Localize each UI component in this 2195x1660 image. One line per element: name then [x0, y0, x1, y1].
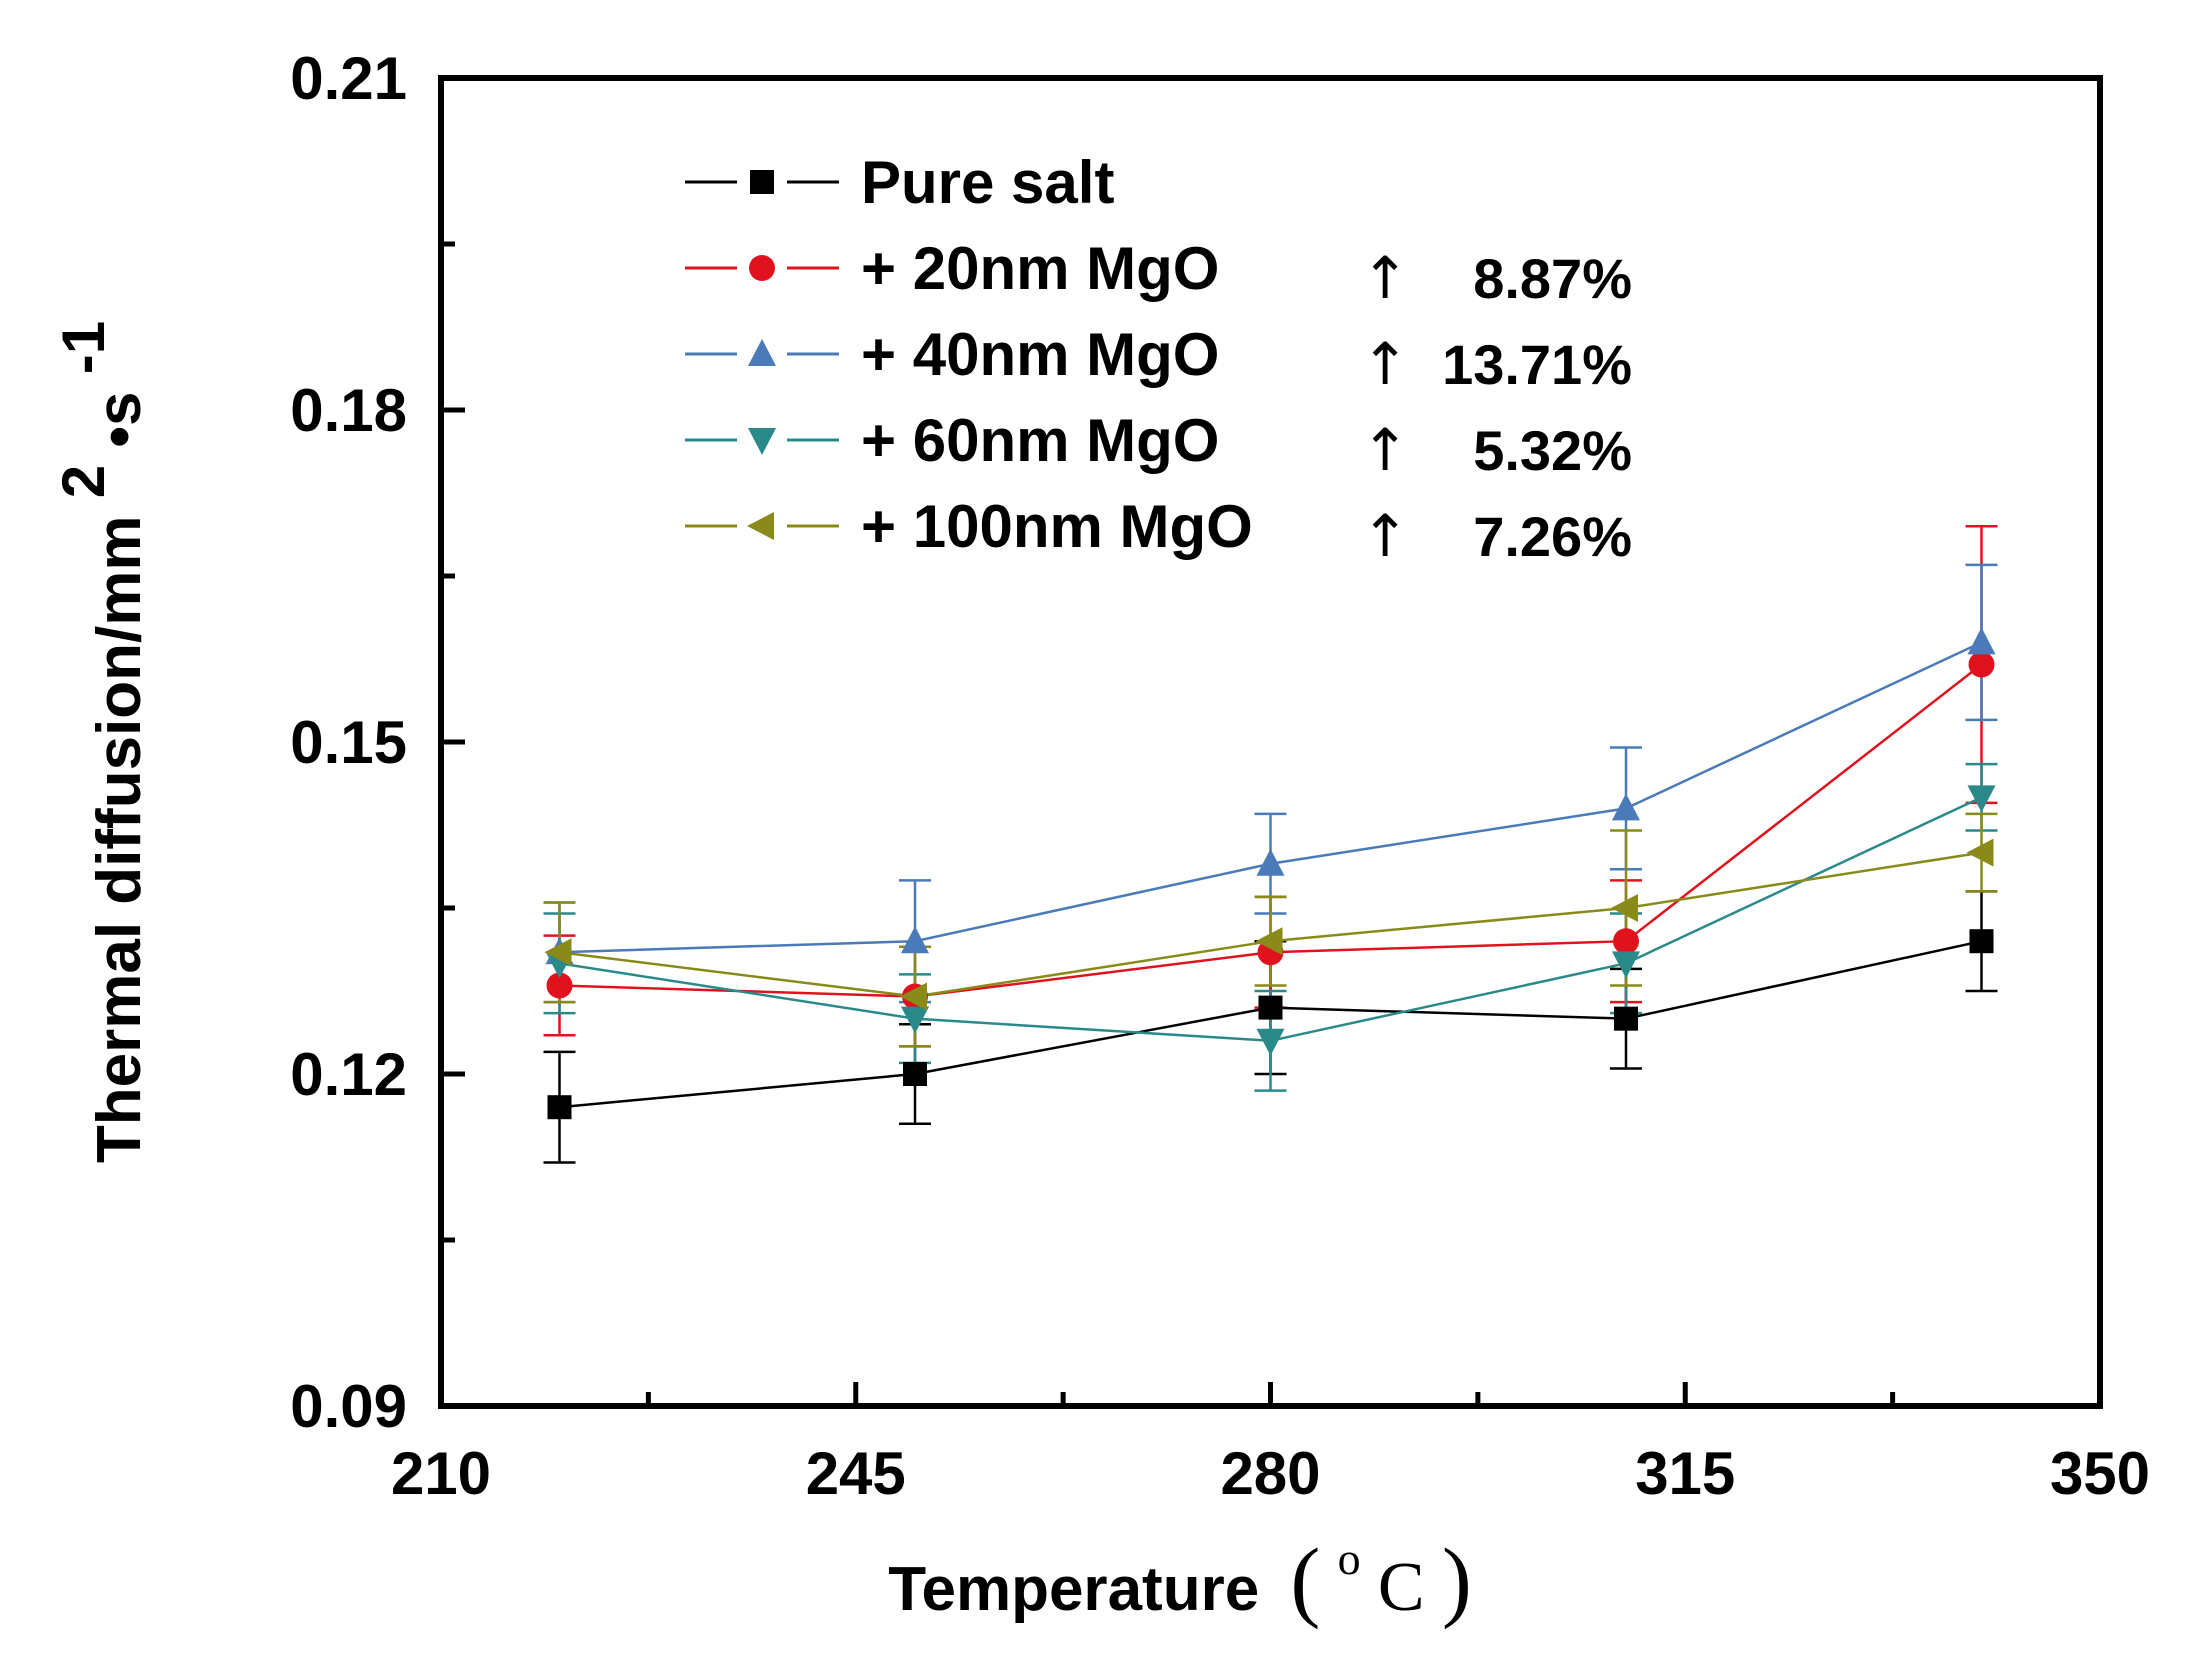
x-tick-label: 280 — [1220, 1440, 1320, 1507]
data-point-100nm-mgo — [900, 982, 927, 1011]
up-arrow-icon: ↑ — [1361, 330, 1410, 398]
y-axis-sup1: 2 — [50, 465, 117, 498]
legend-marker — [749, 255, 775, 281]
data-point-60nm-mgo — [1967, 785, 1996, 813]
improvement-label: 13.71% — [1442, 333, 1632, 396]
data-point-100nm-mgo — [1611, 894, 1638, 922]
x-axis-title: Temperature ( o C ) — [888, 1519, 1472, 1630]
data-point-pure-salt — [1614, 1006, 1638, 1031]
improvement-label: 5.32% — [1473, 419, 1632, 482]
improvement-label: 8.87% — [1473, 247, 1632, 310]
up-arrow-icon: ↑ — [1361, 244, 1410, 312]
data-point-pure-salt — [547, 1095, 572, 1120]
error-bars — [543, 524, 1998, 1164]
legend-item-20nm-mgo: + 20nm MgO ↑ 8.87% — [685, 235, 1632, 312]
y-axis-mid: •s — [85, 391, 154, 447]
x-axis-unit-open: ( — [1290, 1531, 1320, 1630]
y-tick-label: 0.12 — [290, 1041, 407, 1108]
data-point-40nm-mgo — [1967, 627, 1996, 655]
y-axis-sup2: -1 — [50, 321, 117, 374]
data-point-20nm-mgo — [546, 972, 573, 999]
x-axis-unit: C — [1378, 1549, 1425, 1626]
improvement-label: 7.26% — [1473, 505, 1632, 568]
data-point-20nm-mgo — [1968, 651, 1995, 678]
legend-marker — [748, 428, 776, 455]
x-axis: 210 245 280 315 350 — [391, 1382, 2150, 1507]
legend-marker — [748, 339, 776, 366]
data-point-60nm-mgo — [1612, 951, 1640, 979]
data-point-40nm-mgo — [1256, 848, 1285, 876]
series-markers — [544, 627, 1996, 1120]
x-axis-unit-close: ) — [1442, 1531, 1472, 1630]
data-point-pure-salt — [1258, 995, 1283, 1020]
up-arrow-icon: ↑ — [1361, 502, 1410, 570]
x-tick-label: 315 — [1635, 1440, 1735, 1507]
legend-item-60nm-mgo: + 60nm MgO ↑ 5.32% — [685, 407, 1632, 484]
x-tick-label: 210 — [391, 1440, 491, 1507]
legend-marker — [750, 170, 774, 194]
x-axis-label: Temperature — [888, 1555, 1259, 1624]
x-tick-label: 350 — [2050, 1440, 2150, 1507]
y-tick-label: 0.21 — [290, 45, 407, 112]
y-axis-title: Thermal diffusion/mm 2 •s -1 — [49, 321, 154, 1163]
y-tick-label: 0.09 — [290, 1373, 407, 1440]
data-point-60nm-mgo — [1256, 1028, 1285, 1056]
x-axis-unit-sup: o — [1338, 1533, 1361, 1584]
legend: Pure salt + 20nm MgO ↑ 8.87% + 40nm MgO ↑ 13.7… — [685, 149, 1632, 570]
data-point-100nm-mgo — [1255, 927, 1283, 956]
y-axis: 0.09 0.12 0.15 0.18 0.21 — [290, 45, 465, 1440]
plot-frame — [438, 75, 2103, 1409]
legend-label: + 40nm MgO — [861, 321, 1219, 388]
data-point-100nm-mgo — [544, 938, 572, 967]
legend-item-pure-salt: Pure salt — [685, 149, 1114, 216]
legend-item-100nm-mgo: + 100nm MgO ↑ 7.26% — [685, 493, 1632, 570]
y-axis-label: Thermal diffusion/mm — [85, 516, 154, 1164]
data-point-20nm-mgo — [1613, 928, 1639, 955]
legend-label: + 100nm MgO — [861, 493, 1253, 560]
data-point-100nm-mgo — [1966, 838, 1994, 867]
data-point-60nm-mgo — [901, 1006, 929, 1034]
up-arrow-icon: ↑ — [1361, 416, 1410, 484]
legend-item-40nm-mgo: + 40nm MgO ↑ 13.71% — [685, 321, 1632, 398]
data-point-40nm-mgo — [1612, 793, 1640, 821]
data-point-40nm-mgo — [901, 926, 929, 954]
legend-label: + 20nm MgO — [861, 235, 1219, 302]
data-point-pure-salt — [1969, 929, 1994, 954]
legend-label: Pure salt — [861, 149, 1114, 216]
data-point-pure-salt — [903, 1062, 927, 1086]
legend-marker — [747, 512, 774, 540]
x-tick-label: 245 — [806, 1440, 906, 1507]
y-tick-label: 0.15 — [290, 709, 407, 776]
legend-label: + 60nm MgO — [861, 407, 1219, 474]
y-tick-label: 0.18 — [290, 377, 407, 444]
